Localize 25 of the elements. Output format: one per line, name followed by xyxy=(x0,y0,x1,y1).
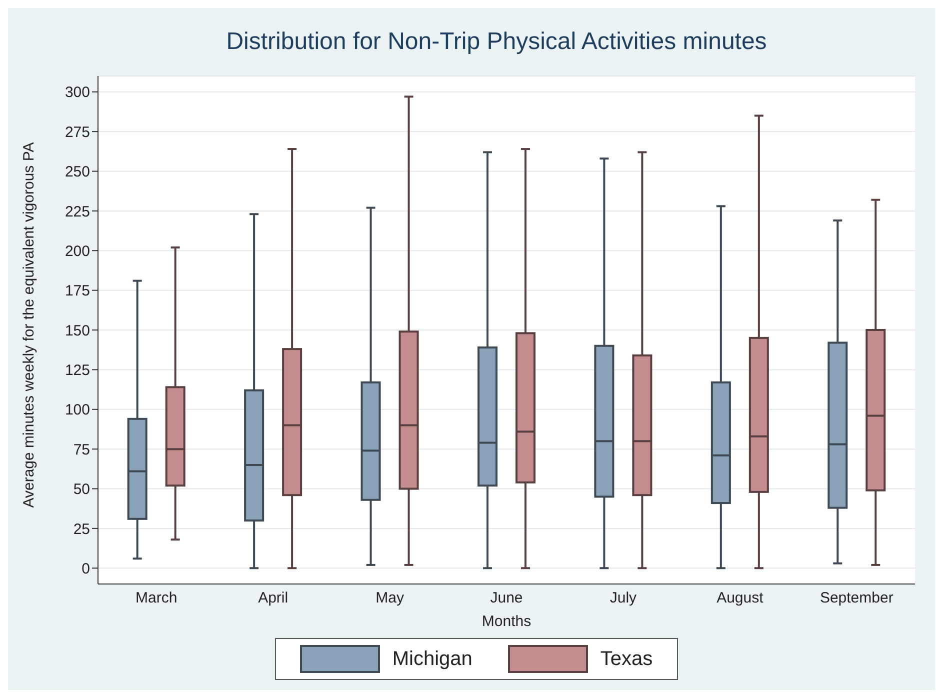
chart-title: Distribution for Non-Trip Physical Activities minutes xyxy=(225,27,768,57)
x-tick-label: July xyxy=(610,590,638,607)
y-tick-label: 275 xyxy=(64,124,90,141)
y-tick-label: 150 xyxy=(64,322,90,340)
y-tick-label: 300 xyxy=(64,84,90,102)
x-tick-label: April xyxy=(258,590,288,607)
x-axis-title: Months xyxy=(482,613,532,630)
x-tick-label: September xyxy=(820,590,894,607)
y-tick-label: 250 xyxy=(64,164,90,181)
y-tick-label: 200 xyxy=(64,242,90,260)
x-tick-label: August xyxy=(716,590,764,607)
y-tick-label: 100 xyxy=(64,402,90,419)
y-tick-label: 175 xyxy=(64,282,90,300)
y-tick-label: 25 xyxy=(73,520,90,538)
y-tick-label: 0 xyxy=(82,560,90,578)
y-tick-label: 125 xyxy=(64,362,90,380)
y-tick-label: 50 xyxy=(73,481,90,498)
legend-label: Texas xyxy=(599,646,653,672)
x-tick-label: May xyxy=(376,590,404,607)
legend-label: Michigan xyxy=(391,646,472,672)
y-tick-label: 225 xyxy=(64,203,90,220)
x-tick-label: June xyxy=(490,590,523,607)
y-axis-title: Average minutes weekly for the equivalent vigorous PA xyxy=(20,142,38,508)
y-tick-label: 75 xyxy=(73,441,90,458)
x-tick-label: March xyxy=(136,590,178,607)
